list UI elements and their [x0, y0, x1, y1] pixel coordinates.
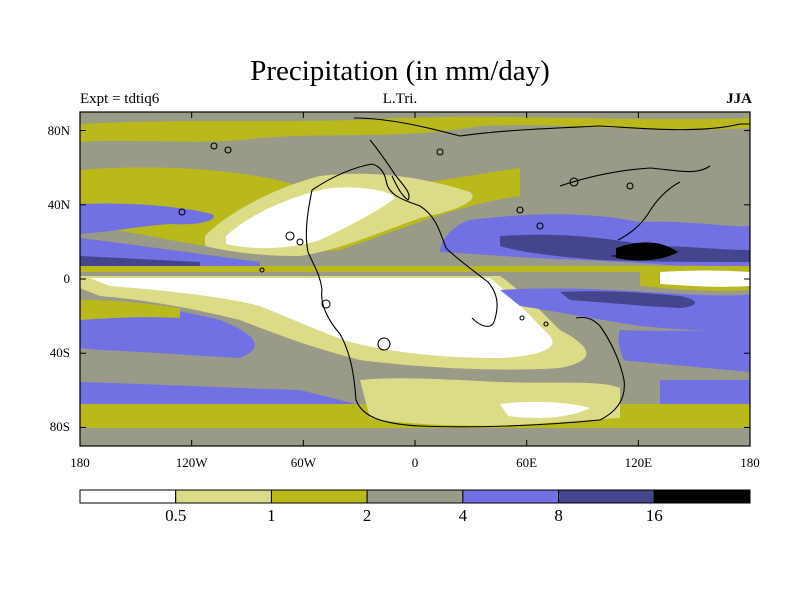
lon-tick-label: 60W	[290, 455, 316, 470]
lon-tick-label: 180	[740, 455, 760, 470]
south-subtropic-desert	[90, 278, 553, 358]
island	[259, 267, 265, 273]
colorbar-label: 0.5	[165, 506, 187, 525]
continent-south-semiarid	[360, 378, 620, 426]
west-pacific-dry	[660, 270, 750, 287]
lat-tick-label: 80S	[49, 419, 70, 435]
lat-tick-label: 80N	[47, 122, 70, 138]
east-peninsula-coast	[617, 181, 681, 241]
east-peninsula-south	[611, 249, 665, 257]
coastlines	[178, 117, 750, 428]
east-coast	[559, 165, 711, 187]
island	[519, 315, 525, 321]
northern-continent-coast	[311, 163, 498, 327]
season-label: JJA	[726, 91, 752, 107]
precip-contour-fields	[80, 112, 750, 446]
northern-coast	[353, 117, 750, 137]
colorbar-swatch	[366, 489, 464, 504]
island	[224, 146, 232, 154]
lon-tick-label: 120W	[175, 455, 208, 470]
colorbar-swatch	[79, 489, 177, 504]
colorbar-label: 8	[554, 506, 563, 525]
southeast-blue	[660, 380, 750, 404]
lat-tick-label: 40S	[49, 345, 70, 361]
peninsula-coast	[369, 139, 410, 201]
ne-pacific-blue	[80, 203, 214, 234]
lon-tick-label: 0	[411, 455, 419, 470]
southern-ocean-blue	[618, 330, 750, 372]
island	[516, 206, 524, 214]
lon-tick-label: 180	[70, 455, 90, 470]
antarctic-grey	[80, 428, 750, 446]
continent-south-desert	[500, 401, 590, 418]
experiment-label: Expt = tdtiq6	[80, 91, 160, 107]
south-midlat-blue	[80, 382, 356, 404]
colorbar	[79, 489, 751, 504]
monsoon-core-max	[616, 242, 678, 261]
island	[536, 222, 544, 230]
itcz-edge	[80, 266, 750, 272]
colorbar-swatch	[653, 489, 751, 504]
island	[569, 177, 579, 187]
south-pacific-olive	[80, 300, 180, 320]
island	[210, 142, 218, 150]
south-indian-dark	[560, 291, 695, 308]
case-label: L.Tri.	[382, 91, 418, 107]
map-title: Precipitation (in mm/day)	[250, 55, 550, 87]
colorbar-swatch	[462, 489, 560, 504]
colorbar-swatch	[558, 489, 655, 504]
colorbar-label: 2	[362, 506, 372, 525]
island	[296, 238, 304, 246]
island	[626, 182, 634, 190]
island	[377, 337, 391, 351]
lat-tick-label: 40N	[47, 196, 70, 212]
island	[285, 231, 295, 241]
island	[543, 321, 549, 327]
island	[436, 148, 444, 156]
southern-continent-coast	[305, 189, 625, 428]
colorbar-swatch	[175, 489, 272, 504]
colorbar-label: 16	[645, 506, 663, 525]
colorbar-label: 1	[267, 506, 276, 525]
lat-tick-label: 0	[63, 271, 71, 286]
lon-tick-label: 120E	[624, 455, 653, 470]
north-subtropic-desert	[226, 187, 395, 249]
colorbar-swatch	[270, 489, 368, 504]
island	[178, 208, 186, 216]
arctic-core	[80, 112, 750, 124]
colorbar-label: 4	[458, 506, 468, 525]
axis-ticks	[79, 112, 751, 446]
lon-tick-label: 60E	[516, 455, 538, 470]
island	[321, 299, 331, 309]
